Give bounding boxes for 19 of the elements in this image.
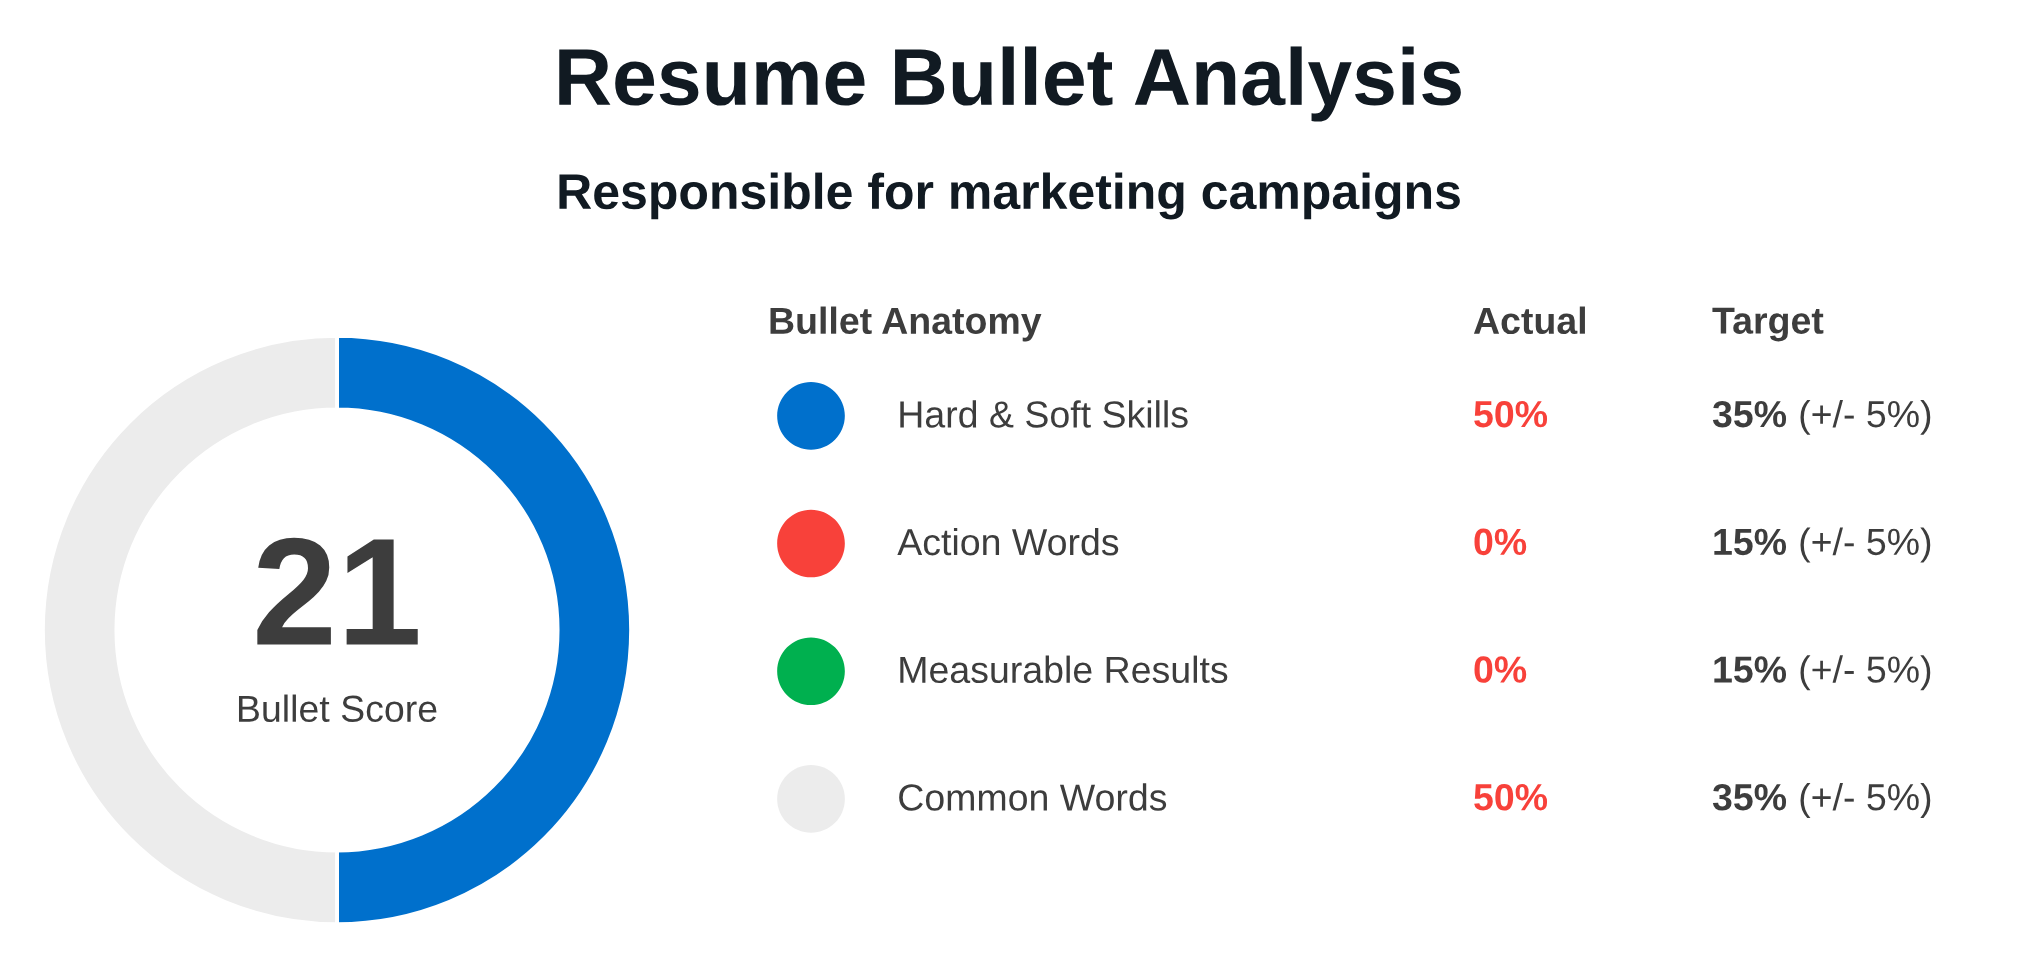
data-label: 50% [1474,783,1548,811]
text: Actual [1473,306,1585,335]
text: 15% (+/- 5%) [1714,655,1931,691]
text: 0% [1474,528,1527,556]
text: 35% (+/- 5%) [1712,782,1931,818]
legend-label: Common Words [899,783,1167,811]
legend-label: Hard & Soft Skills [900,400,1188,428]
chart-title: Resume Bullet Analysis [559,46,1461,122]
data-label: 50% [1474,400,1548,428]
text: 15% (+/- 5%) [1714,527,1931,563]
text: 21 [257,537,418,645]
text: Bullet Anatomy [770,306,1042,342]
text: Bullet Score [238,694,437,723]
text: 35% (+/- 5%) [1712,399,1931,435]
chart-subtitle: Responsible for marketing campaigns [559,172,1460,220]
text: Target [1712,307,1824,342]
text: 0% [1474,656,1527,683]
legend-label: Measurable Results [900,655,1228,684]
legend-label: Action Words [897,527,1119,556]
